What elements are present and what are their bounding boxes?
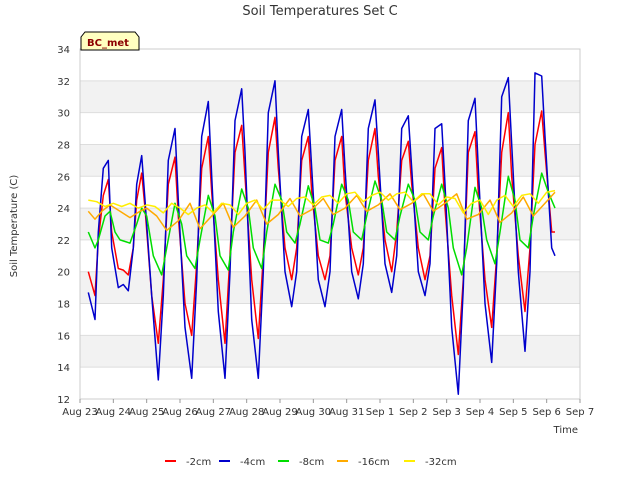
x-tick-label: Sep 7 [566,407,594,418]
background-band [80,49,580,81]
series-line-minus-32cm [88,189,556,216]
x-tick-label: Sep 5 [499,407,527,418]
y-tick-label: 14 [57,363,70,374]
y-tick-label: 16 [57,331,70,342]
series-line-minus-4cm [87,72,556,395]
y-tick-label: 24 [57,204,70,215]
background-band [80,335,580,368]
x-tick-label: Aug 24 [96,407,131,418]
background-band [80,112,580,145]
background-band [80,367,580,399]
x-tick-label: Aug 30 [296,407,331,418]
series-lines [87,72,556,395]
y-tick-label: 12 [57,395,70,406]
legend-label: -4cm [240,457,265,468]
x-axis-label: Time [553,425,578,436]
background-band [80,144,580,177]
legend-label: -8cm [299,457,324,468]
chart-title: Soil Temperatures Set C [242,4,397,19]
legend-label: -32cm [425,457,457,468]
site-badge: BC_met [80,31,140,51]
x-tick-label: Aug 28 [229,407,264,418]
y-tick-label: 32 [57,77,70,88]
y-tick-label: 22 [57,236,70,247]
y-tick-label: 30 [57,109,70,120]
plot-frame [79,48,581,400]
series-line-minus-8cm [87,172,556,276]
x-tick-label: Aug 31 [329,407,364,418]
x-tick-label: Sep 6 [532,407,560,418]
y-tick-label: 28 [57,140,70,151]
series-line-minus-2cm [87,110,555,356]
x-tick-label: Sep 4 [466,407,494,418]
legend-label: -2cm [186,457,211,468]
x-tick-label: Sep 1 [366,407,394,418]
y-tick-label: 26 [57,172,70,183]
series-line-minus-16cm [87,191,556,232]
site-badge-box [80,31,140,51]
x-tick-label: Sep 3 [432,407,460,418]
background-band [80,176,580,209]
background-band [80,80,580,113]
legend: -2cm -4cm -8cm -16cm -32cm [165,457,457,468]
x-tick-label: Aug 29 [262,407,297,418]
background-band [80,303,580,336]
x-tick-label: Aug 23 [62,407,97,418]
y-tick-label: 20 [57,268,70,279]
y-axis-ticks: 12 14 16 18 20 22 24 26 28 30 32 34 [57,45,70,406]
y-tick-label: 34 [57,45,70,56]
y-axis-label: Soil Temperature (C) [9,175,20,278]
x-tick-label: Aug 26 [162,407,197,418]
site-badge-label: BC_met [87,38,129,49]
x-tick-label: Aug 25 [129,407,164,418]
x-tick-label: Aug 27 [196,407,231,418]
legend-label: -16cm [358,457,390,468]
x-tick-label: Sep 2 [399,407,427,418]
y-tick-label: 18 [57,300,70,311]
